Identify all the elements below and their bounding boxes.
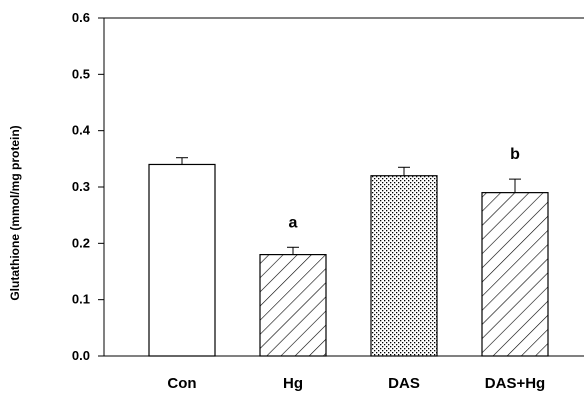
x-tick-label-3: DAS+Hg [485,375,545,392]
significance-label-3: b [510,146,520,163]
y-tick-label-4: 0.4 [72,123,91,138]
x-axis-labels: Con Hg DAS DAS+Hg [167,375,545,392]
y-axis-ticks: 0.0 0.1 0.2 0.3 0.4 0.5 0.6 [72,10,104,363]
x-tick-label-1: Hg [283,375,303,392]
x-tick-label-0: Con [167,375,196,392]
significance-label-1: a [289,214,298,231]
bar-hg [259,254,327,357]
y-tick-label-2: 0.2 [72,235,90,250]
bar-das-hg [481,192,549,357]
y-tick-label-5: 0.5 [72,66,90,81]
bar-con [148,163,216,357]
y-tick-label-3: 0.3 [72,179,90,194]
y-tick-label-0: 0.0 [72,348,90,363]
bar-das [370,175,438,357]
y-axis-title: Glutathione (mmol/mg protein) [8,125,22,300]
y-tick-label-6: 0.6 [72,10,90,25]
bars: ab [148,146,549,357]
x-tick-label-2: DAS [388,375,420,392]
y-tick-label-1: 0.1 [72,292,90,307]
